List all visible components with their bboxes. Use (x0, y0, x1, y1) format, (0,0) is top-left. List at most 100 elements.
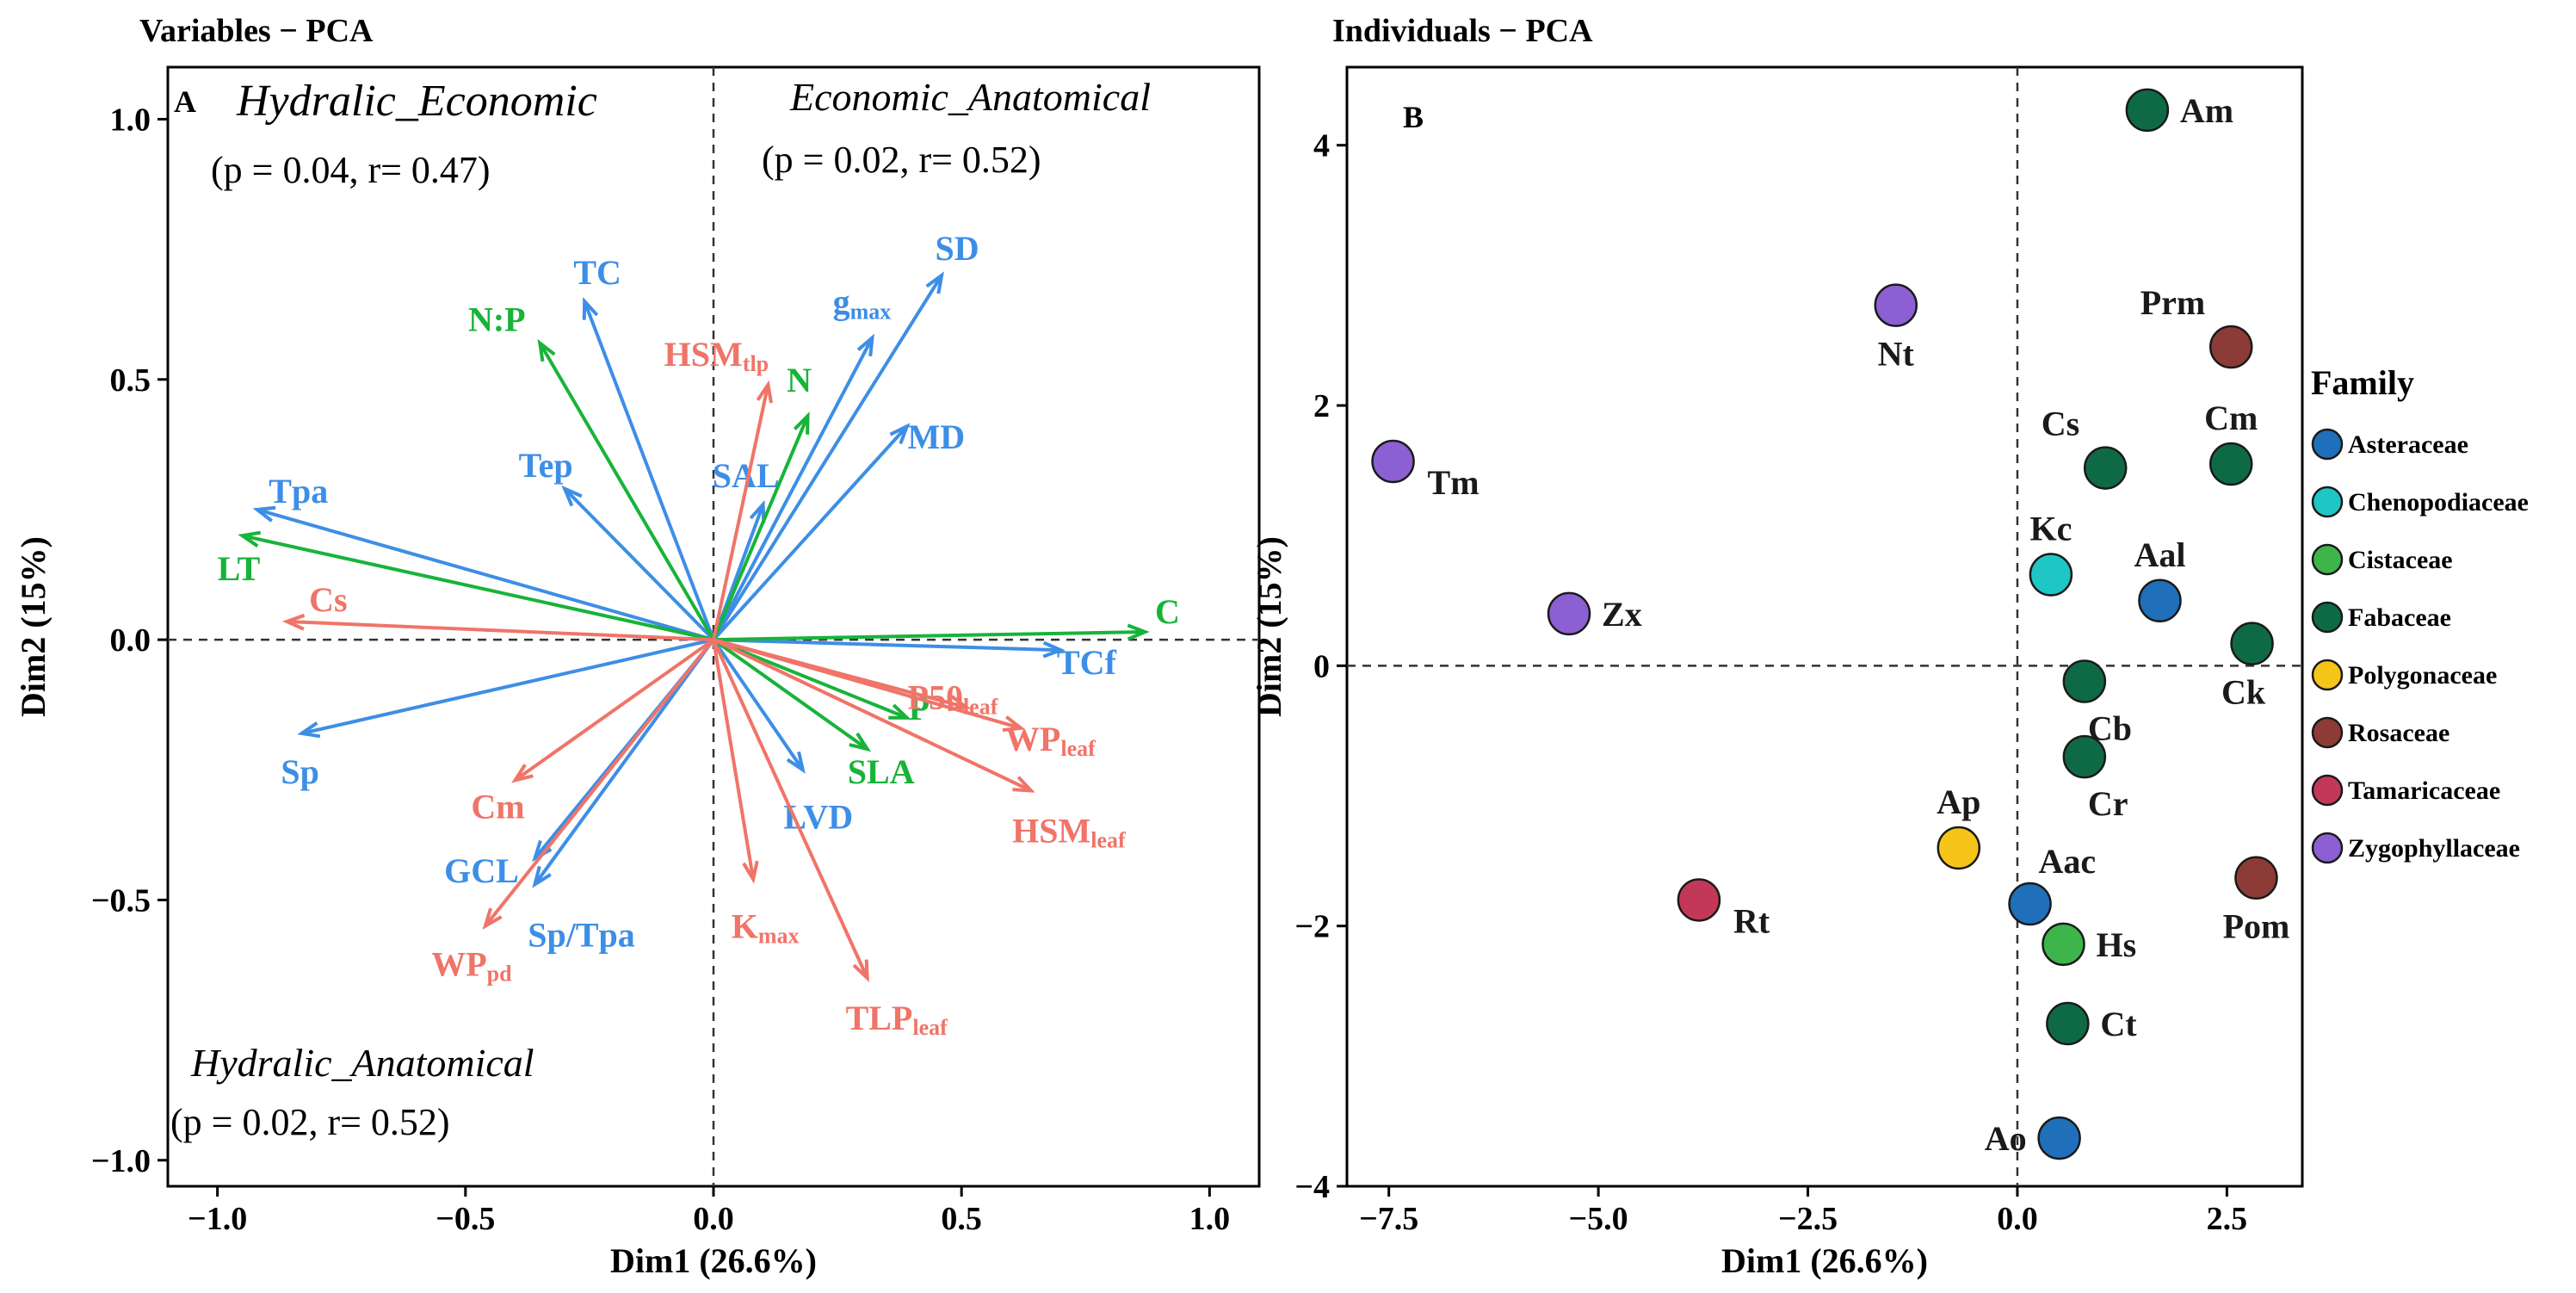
point-zx: Zx (1547, 591, 1642, 636)
vector-line (287, 619, 714, 642)
point-marker (2029, 553, 2073, 597)
vector-line (712, 638, 868, 751)
vector-arrowhead (1042, 640, 1066, 659)
legend-title: Family (2311, 363, 2414, 402)
vector-arrowhead (238, 530, 262, 548)
vector-arrowhead (537, 338, 556, 362)
y-tick-label: −1.0 (91, 1143, 151, 1179)
vector-arrowhead (856, 333, 874, 357)
vector-line (484, 638, 715, 927)
point-label: Cs (2042, 405, 2079, 443)
vector-sla: SLA (712, 638, 915, 791)
vector-line (712, 639, 756, 880)
point-label: Ct (2100, 1005, 2137, 1043)
legend-item-rosaceae: Rosaceae (2311, 716, 2449, 749)
vector-label: gmax (833, 282, 892, 324)
vector-label: Sp/Tpa (528, 915, 635, 954)
vector-label: SLA (848, 752, 915, 791)
point-marker (2230, 622, 2274, 665)
y-tick-label: 1.0 (110, 102, 151, 138)
vector-label: N:P (468, 300, 526, 338)
legend-swatch (2311, 486, 2344, 518)
vector-c: C (713, 592, 1180, 642)
vector-line (712, 274, 943, 641)
legend-item-asteraceae: Asteraceae (2311, 428, 2468, 461)
point-label: Hs (2097, 925, 2137, 964)
panel-a-ylabel: Dim2 (15%) (14, 536, 53, 717)
vector-wpleaf: WPleaf (713, 638, 1096, 761)
family-legend: Family Asteraceae Chenopodiaceae Cistaceae… (2311, 363, 2529, 864)
point-aac: Aac (2008, 842, 2097, 926)
panel-b-ylabel: Dim2 (15%) (1250, 536, 1288, 717)
vector-arrowhead (561, 485, 583, 507)
x-tick-label: 2.5 (2207, 1201, 2248, 1237)
point-label: Ck (2221, 673, 2266, 712)
point-label: Tm (1428, 463, 1480, 502)
vector-label: SD (936, 229, 979, 268)
quadrant-stats: (p = 0.04, r= 0.47) (211, 149, 491, 191)
vector-sp-tpa: Sp/Tpa (528, 638, 715, 954)
vector-tlpleaf: TLPleaf (712, 639, 948, 1040)
legend-label: Cistaceae (2348, 546, 2453, 574)
point-label: Kc (2029, 510, 2072, 548)
point-label: Nt (1878, 335, 1915, 374)
vector-hsmleaf: HSMleaf (713, 638, 1126, 852)
panel-a-zero-lines (168, 67, 1259, 1186)
point-marker (2042, 922, 2085, 967)
point-marker (2083, 446, 2128, 490)
vector-label: N (787, 361, 812, 399)
legend-swatch (2311, 428, 2344, 461)
point-ck: Ck (2221, 622, 2274, 712)
x-tick-label: 0.5 (941, 1201, 982, 1237)
vector-line (242, 534, 714, 642)
vector-line (301, 638, 714, 735)
panel-b-xlabel: Dim1 (26.6%) (1721, 1241, 1928, 1280)
vector-line (563, 487, 715, 641)
vector-line (713, 638, 908, 720)
point-tm: Tm (1371, 439, 1480, 502)
panel-b-title: Individuals − PCA (1332, 13, 1593, 49)
panel-b-ticks: −7.5 −5.0 −2.5 0.0 2.5 −4 −2 0 2 4 (1294, 128, 2247, 1237)
y-tick-label: −0.5 (91, 882, 151, 919)
point-label: Ao (1985, 1119, 2027, 1158)
vector-label: TC (573, 253, 621, 292)
point-marker (1937, 826, 1981, 870)
vector-wppd: WPpd (431, 638, 715, 987)
point-marker (2208, 325, 2253, 369)
vector-line (713, 638, 1022, 730)
point-marker (2138, 578, 2182, 623)
point-cm: Cm (2204, 399, 2258, 486)
legend-label: Chenopodiaceae (2348, 488, 2529, 517)
vector-label: Cm (471, 787, 524, 826)
point-prm: Prm (2140, 283, 2253, 369)
vector-label: HSMtlp (664, 335, 769, 376)
quadrant-title: Hydralic_Anatomical (190, 1041, 534, 1085)
panel-b-points: Am Nt Prm Cm Cs Tm Kc Aal Zx Ck Cb Cr Ap Aac Pom Rt Hs Ct… (1371, 88, 2289, 1160)
vector-cs: Cs (281, 580, 714, 642)
x-tick-label: −7.5 (1359, 1201, 1418, 1237)
vector-label: LT (218, 549, 261, 588)
legend-label: Polygonaceae (2348, 661, 2497, 690)
point-ao: Ao (1985, 1116, 2081, 1160)
vector-sp: Sp (281, 638, 714, 791)
vector-line (713, 638, 1032, 793)
vector-label: Cs (309, 580, 347, 619)
vector-arrowhead (1127, 623, 1150, 641)
vector-line (514, 638, 715, 783)
x-tick-label: −1.0 (188, 1201, 247, 1237)
vector-tpa: Tpa (252, 472, 714, 642)
vector-arrowhead (1012, 776, 1035, 793)
point-label: Aac (2039, 842, 2097, 881)
x-tick-label: 0.0 (693, 1201, 734, 1237)
vector-arrowhead (252, 505, 276, 523)
vector-hsmtlp: HSMtlp (664, 335, 774, 640)
vector-tc: TC (573, 253, 715, 640)
legend-label: Zygophyllaceae (2348, 834, 2520, 863)
point-ap: Ap (1937, 783, 1981, 870)
vector-line (712, 415, 810, 640)
vector-line (538, 342, 715, 641)
y-tick-label: 2 (1313, 388, 1330, 424)
vector-arrowhead (582, 297, 599, 320)
y-tick-label: 4 (1313, 128, 1330, 164)
